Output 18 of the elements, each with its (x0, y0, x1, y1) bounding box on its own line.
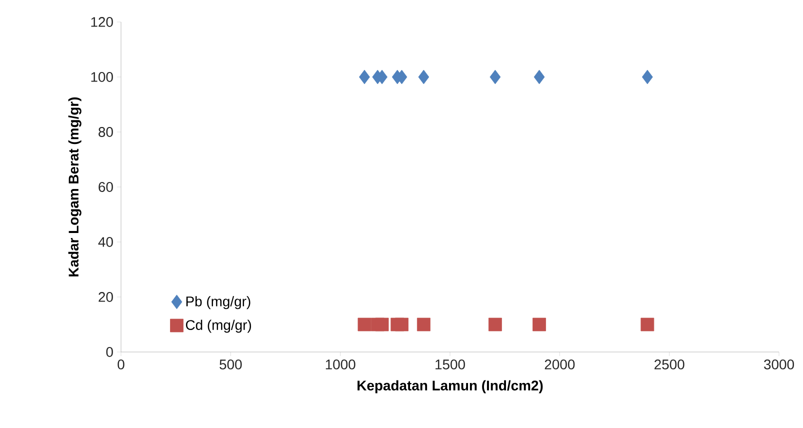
x-tick-label: 500 (220, 360, 242, 370)
x-tick-label: 0 (118, 360, 124, 370)
x-tick-label: 3000 (764, 360, 794, 370)
x-tick-label: 1500 (436, 360, 465, 370)
y-tick-label: 20 (98, 292, 113, 302)
y-tick-label: 80 (98, 127, 113, 137)
y-tick-label: 40 (98, 237, 113, 247)
y-tick-label: 60 (98, 182, 113, 192)
x-axis-title: Kepadatan Lamun (Ind/cm2) (358, 380, 543, 394)
y-tick-label: 0 (106, 347, 113, 357)
y-axis-title: Kadar Logam Berat (mg/gr) (68, 97, 82, 276)
legend-label: Pb (mg/gr) (186, 296, 250, 310)
legend-label: Cd (mg/gr) (186, 320, 252, 333)
x-tick-label: 2500 (654, 360, 684, 370)
x-tick-label: 1000 (326, 360, 356, 370)
y-tick-label: 120 (91, 17, 113, 27)
x-tick-label: 2000 (544, 360, 575, 370)
y-tick-label: 100 (91, 72, 113, 82)
